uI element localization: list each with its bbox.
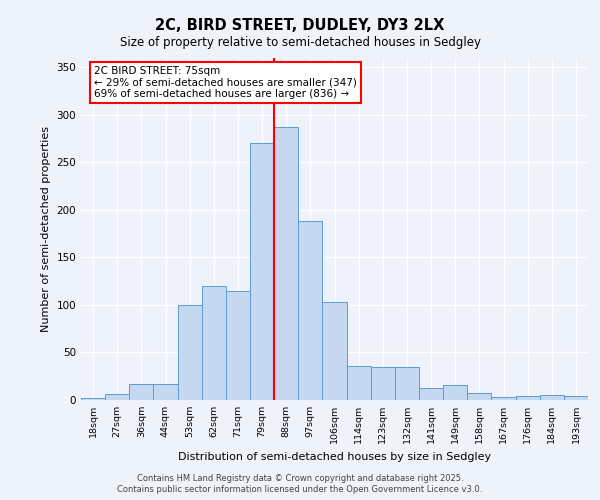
Bar	[322, 302, 347, 400]
Bar	[226, 290, 250, 400]
Bar	[395, 366, 419, 400]
Bar	[347, 366, 371, 400]
Text: Contains HM Land Registry data © Crown copyright and database right 2025.
Contai: Contains HM Land Registry data © Crown c…	[118, 474, 482, 494]
Text: Size of property relative to semi-detached houses in Sedgley: Size of property relative to semi-detach…	[119, 36, 481, 49]
Bar	[202, 286, 226, 400]
Text: 2C BIRD STREET: 75sqm
← 29% of semi-detached houses are smaller (347)
69% of sem: 2C BIRD STREET: 75sqm ← 29% of semi-deta…	[94, 66, 356, 100]
Bar	[274, 127, 298, 400]
X-axis label: Distribution of semi-detached houses by size in Sedgley: Distribution of semi-detached houses by …	[178, 452, 491, 462]
Bar	[371, 366, 395, 400]
Y-axis label: Number of semi-detached properties: Number of semi-detached properties	[41, 126, 51, 332]
Bar	[250, 143, 274, 400]
Bar	[419, 388, 443, 400]
Bar	[178, 305, 202, 400]
Bar	[129, 384, 154, 400]
Bar	[491, 397, 515, 400]
Text: 2C, BIRD STREET, DUDLEY, DY3 2LX: 2C, BIRD STREET, DUDLEY, DY3 2LX	[155, 18, 445, 32]
Bar	[154, 384, 178, 400]
Bar	[515, 396, 540, 400]
Bar	[540, 395, 564, 400]
Bar	[105, 394, 129, 400]
Bar	[443, 385, 467, 400]
Bar	[564, 396, 588, 400]
Bar	[467, 394, 491, 400]
Bar	[81, 398, 105, 400]
Bar	[298, 221, 322, 400]
